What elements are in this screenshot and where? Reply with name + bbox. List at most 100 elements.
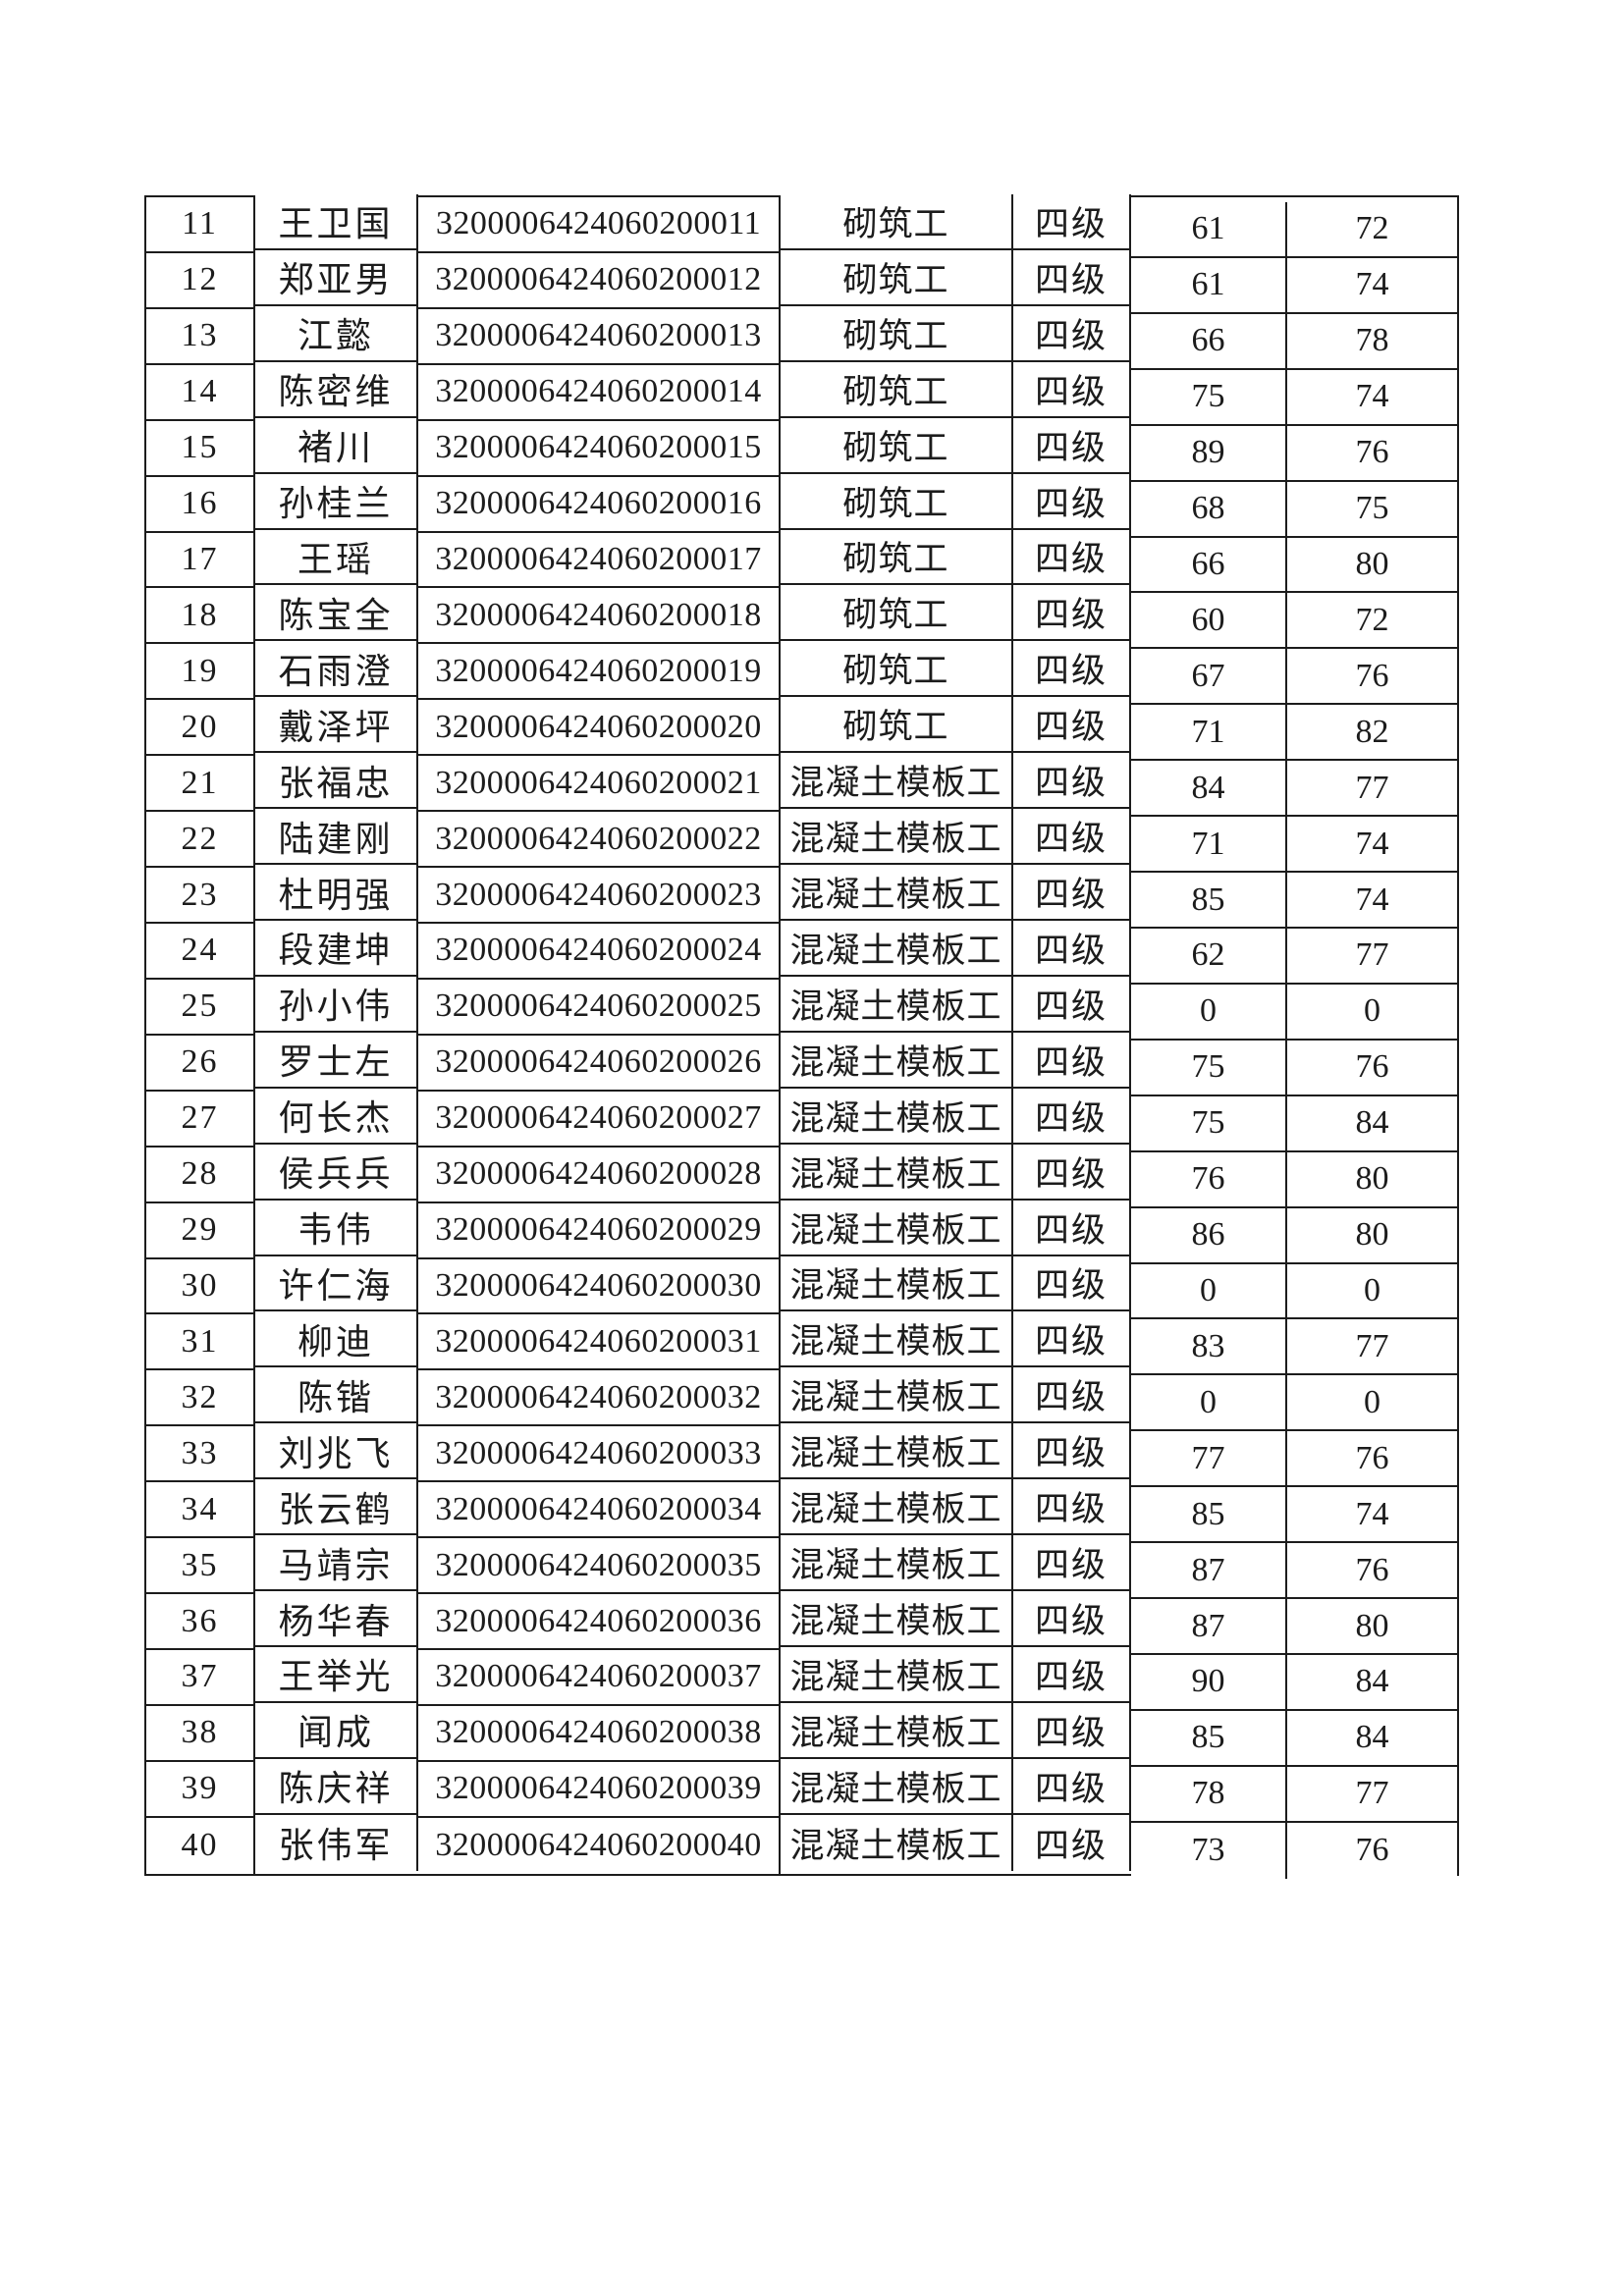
cell-num: 15 <box>146 420 255 477</box>
cell-num: 34 <box>146 1482 255 1539</box>
cell-level: 四级 <box>1013 920 1131 977</box>
cell-cert_id: 3200006424060200034 <box>418 1482 781 1539</box>
cell-cert_id: 3200006424060200024 <box>418 923 781 980</box>
cell-occupation: 混凝土模板工 <box>781 1758 1013 1815</box>
cell-score2: 84 <box>1287 1710 1457 1767</box>
cell-num: 12 <box>146 252 255 309</box>
cell-level: 四级 <box>1013 1646 1131 1703</box>
cell-score1: 75 <box>1131 1095 1287 1152</box>
cell-cert_id: 3200006424060200020 <box>418 700 781 757</box>
cell-num: 31 <box>146 1314 255 1371</box>
cell-level: 四级 <box>1013 1311 1131 1368</box>
cell-cert_id: 3200006424060200028 <box>418 1147 781 1203</box>
cell-name: 陈锴 <box>255 1367 418 1424</box>
cell-occupation: 混凝土模板工 <box>781 809 1013 866</box>
cell-name: 陈宝全 <box>255 585 418 642</box>
cell-occupation: 混凝土模板工 <box>781 753 1013 810</box>
cell-level: 四级 <box>1013 865 1131 921</box>
cell-level: 四级 <box>1013 585 1131 642</box>
cell-num: 18 <box>146 588 255 645</box>
cell-name: 杨华春 <box>255 1591 418 1647</box>
cell-score1: 86 <box>1131 1207 1287 1264</box>
cell-cert_id: 3200006424060200018 <box>418 588 781 645</box>
cell-score1: 0 <box>1131 1263 1287 1320</box>
cell-level: 四级 <box>1013 1144 1131 1201</box>
cell-level: 四级 <box>1013 1479 1131 1536</box>
cell-score1: 60 <box>1131 593 1287 650</box>
cell-score2: 78 <box>1287 313 1457 370</box>
cell-score1: 0 <box>1131 1375 1287 1432</box>
cell-score2: 76 <box>1287 1822 1457 1879</box>
cell-score2: 82 <box>1287 705 1457 762</box>
cell-score1: 73 <box>1131 1822 1287 1879</box>
cell-occupation: 混凝土模板工 <box>781 1423 1013 1480</box>
cell-score1: 66 <box>1131 313 1287 370</box>
cell-level: 四级 <box>1013 753 1131 810</box>
cell-score2: 76 <box>1287 1543 1457 1600</box>
cell-name: 孙小伟 <box>255 976 418 1033</box>
cell-occupation: 混凝土模板工 <box>781 976 1013 1033</box>
cell-name: 石雨澄 <box>255 641 418 698</box>
cell-cert_id: 3200006424060200026 <box>418 1035 781 1092</box>
cell-score2: 84 <box>1287 1095 1457 1152</box>
cell-score1: 78 <box>1131 1766 1287 1823</box>
cell-cert_id: 3200006424060200037 <box>418 1649 781 1706</box>
cell-name: 戴泽坪 <box>255 697 418 754</box>
cell-score1: 76 <box>1131 1151 1287 1208</box>
cell-num: 27 <box>146 1091 255 1148</box>
cell-score1: 85 <box>1131 873 1287 929</box>
cell-level: 四级 <box>1013 361 1131 418</box>
cell-name: 侯兵兵 <box>255 1144 418 1201</box>
cell-score2: 80 <box>1287 537 1457 594</box>
cell-score1: 87 <box>1131 1599 1287 1655</box>
cell-occupation: 砌筑工 <box>781 585 1013 642</box>
cell-score1: 67 <box>1131 649 1287 706</box>
cell-num: 23 <box>146 868 255 924</box>
cell-occupation: 混凝土模板工 <box>781 1088 1013 1145</box>
cell-score1: 62 <box>1131 928 1287 985</box>
cell-score1: 87 <box>1131 1543 1287 1600</box>
cell-name: 褚川 <box>255 417 418 474</box>
cell-name: 韦伟 <box>255 1200 418 1256</box>
cell-score1: 90 <box>1131 1654 1287 1711</box>
cell-occupation: 混凝土模板工 <box>781 1200 1013 1256</box>
cell-score2: 77 <box>1287 761 1457 818</box>
cell-name: 刘兆飞 <box>255 1423 418 1480</box>
cell-level: 四级 <box>1013 305 1131 362</box>
cell-score2: 80 <box>1287 1151 1457 1208</box>
cell-num: 37 <box>146 1649 255 1706</box>
cell-cert_id: 3200006424060200039 <box>418 1761 781 1818</box>
cell-score2: 84 <box>1287 1654 1457 1711</box>
cell-level: 四级 <box>1013 194 1131 250</box>
cell-occupation: 混凝土模板工 <box>781 1646 1013 1703</box>
cell-score1: 83 <box>1131 1319 1287 1376</box>
cell-occupation: 混凝土模板工 <box>781 1535 1013 1592</box>
cell-num: 20 <box>146 700 255 757</box>
cell-score2: 74 <box>1287 257 1457 314</box>
cell-score2: 76 <box>1287 1040 1457 1096</box>
cell-name: 江懿 <box>255 305 418 362</box>
results-table: 11 王卫国 3200006424060200011 砌筑工 四级 61 72 12 郑亚男 32… <box>144 194 1459 1879</box>
cell-level: 四级 <box>1013 1200 1131 1256</box>
cell-score1: 84 <box>1131 761 1287 818</box>
cell-name: 柳迪 <box>255 1311 418 1368</box>
cell-num: 19 <box>146 644 255 701</box>
cell-cert_id: 3200006424060200038 <box>418 1705 781 1762</box>
cell-name: 杜明强 <box>255 865 418 921</box>
cell-cert_id: 3200006424060200032 <box>418 1370 781 1427</box>
cell-level: 四级 <box>1013 1088 1131 1145</box>
cell-occupation: 混凝土模板工 <box>781 1367 1013 1424</box>
cell-level: 四级 <box>1013 1591 1131 1647</box>
cell-level: 四级 <box>1013 1814 1131 1871</box>
cell-num: 17 <box>146 532 255 589</box>
cell-cert_id: 3200006424060200011 <box>418 197 781 253</box>
cell-name: 许仁海 <box>255 1255 418 1312</box>
cell-occupation: 混凝土模板工 <box>781 1591 1013 1647</box>
cell-score1: 71 <box>1131 705 1287 762</box>
cell-score2: 76 <box>1287 649 1457 706</box>
cell-score2: 77 <box>1287 928 1457 985</box>
cell-cert_id: 3200006424060200012 <box>418 252 781 309</box>
cell-cert_id: 3200006424060200023 <box>418 868 781 924</box>
cell-occupation: 混凝土模板工 <box>781 1479 1013 1536</box>
